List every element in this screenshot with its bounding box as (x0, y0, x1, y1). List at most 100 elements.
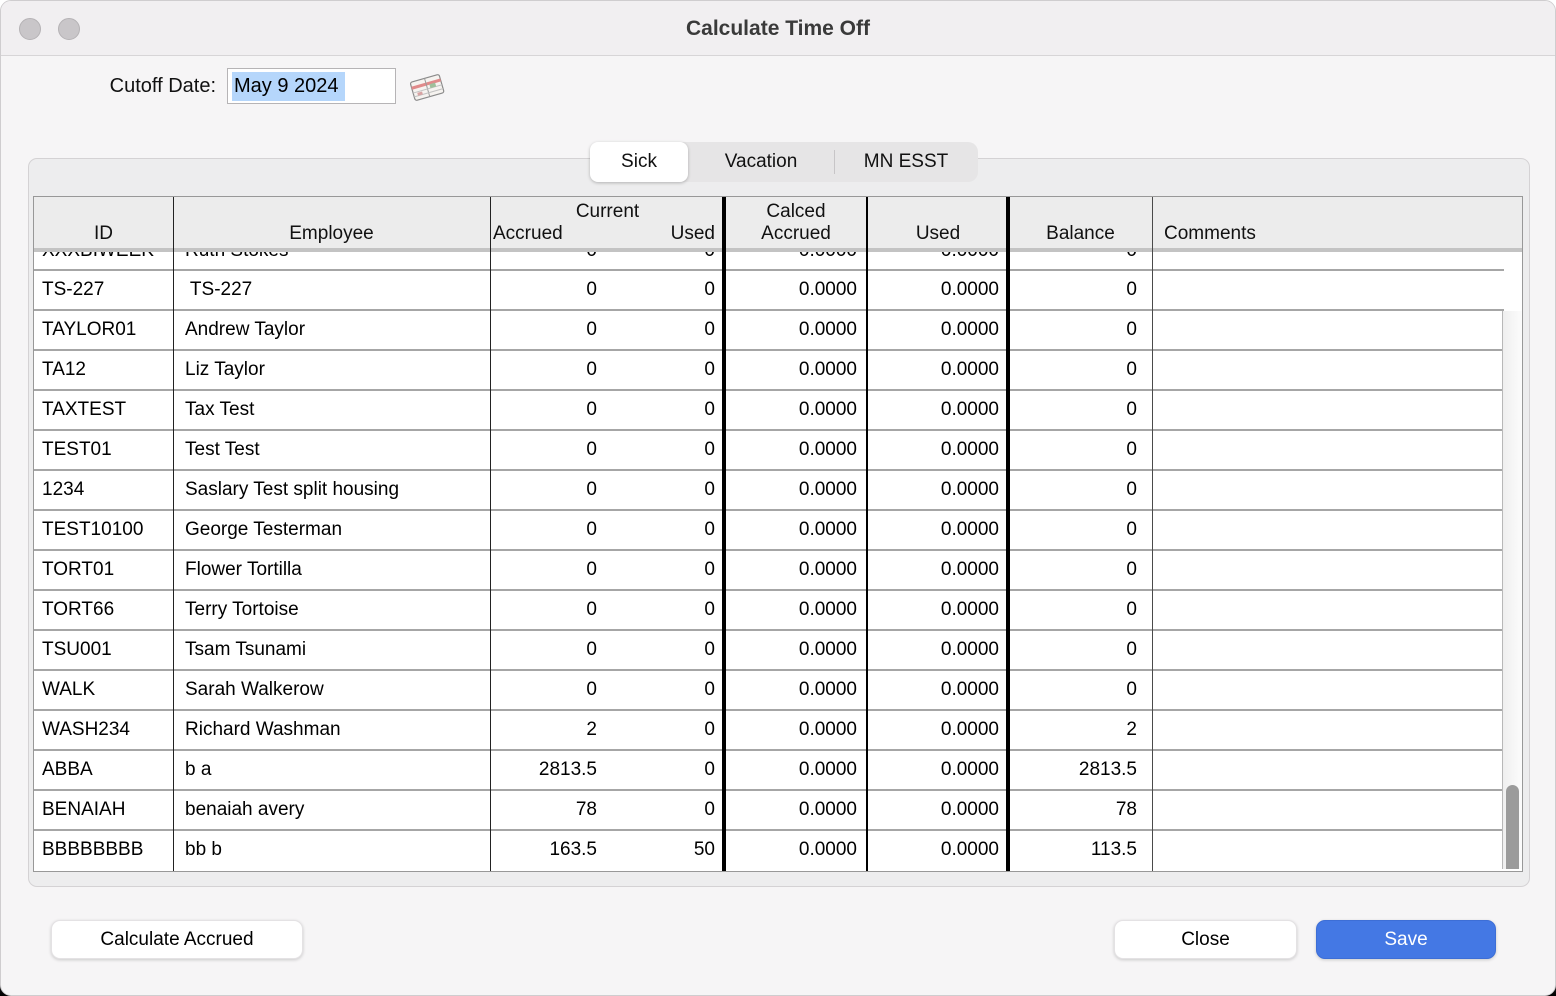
table-row[interactable]: TAXTEST Tax Test 0 0 0.0000 0.0000 0 (34, 389, 1504, 429)
cell-balance: 0 (1126, 559, 1137, 580)
cell-accrued: 2813.5 (538, 759, 597, 780)
cell-calced-accrued[interactable]: 0.0000 (798, 439, 857, 460)
cell-calced-used[interactable]: 0.0000 (940, 639, 999, 660)
cell-calced-accrued[interactable]: 0.0000 (798, 479, 857, 500)
cell-calced-accrued[interactable]: 0.0000 (798, 759, 857, 780)
cell-employee: Richard Washman (185, 719, 341, 740)
cell-id: TSU001 (42, 639, 112, 660)
header-comments: Comments (1164, 223, 1256, 244)
cell-calced-accrued[interactable]: 0.0000 (798, 599, 857, 620)
table-header: ID Employee Current Accrued Used Calced … (34, 197, 1522, 252)
cell-accrued: 0 (586, 279, 597, 300)
cell-employee: Liz Taylor (185, 359, 265, 380)
table-row[interactable]: TAYLOR01 Andrew Taylor 0 0 0.0000 0.0000… (34, 309, 1504, 349)
cell-balance: 0 (1126, 519, 1137, 540)
calculate-accrued-button[interactable]: Calculate Accrued (51, 920, 303, 959)
header-current: Current Accrued Used (490, 197, 725, 252)
cell-calced-used[interactable]: 0.0000 (940, 679, 999, 700)
cell-id: TS-227 (42, 279, 105, 300)
table-row[interactable]: TS-227 TS-227 0 0 0.0000 0.0000 0 (34, 269, 1504, 309)
table-row-partial[interactable]: XXXBIWEEK Ruth Stokes 0 0 0.0000 0.0000 … (34, 252, 1504, 269)
cell-calced-used[interactable]: 0.0000 (940, 719, 999, 740)
cell-calced-used[interactable]: 0.0000 (940, 399, 999, 420)
header-balance: Balance (1046, 223, 1115, 244)
table-row[interactable]: BBBBBBBB bb b 163.5 50 0.0000 0.0000 113… (34, 829, 1504, 869)
table-row[interactable]: TEST01 Test Test 0 0 0.0000 0.0000 0 (34, 429, 1504, 469)
cell-calced-accrued[interactable]: 0.0000 (798, 519, 857, 540)
cell-id: TEST10100 (42, 519, 144, 540)
table-row[interactable]: TSU001 Tsam Tsunami 0 0 0.0000 0.0000 0 (34, 629, 1504, 669)
calendar-icon[interactable] (407, 69, 447, 105)
cell-used: 0 (704, 679, 715, 700)
cell-calced-used[interactable]: 0.0000 (940, 559, 999, 580)
tab-sick[interactable]: Sick (590, 142, 688, 182)
cell-calced-accrued[interactable]: 0.0000 (798, 799, 857, 820)
tab-mn-esst-label: MN ESST (863, 151, 949, 172)
cell-calced-used[interactable]: 0.0000 (940, 759, 999, 780)
cell-calced-accrued[interactable]: 0.0000 (798, 279, 857, 300)
close-button[interactable]: Close (1114, 920, 1297, 959)
cell-accrued: 0 (586, 639, 597, 660)
cell-calced-used[interactable]: 0.0000 (940, 839, 999, 860)
table-row[interactable]: TEST10100 George Testerman 0 0 0.0000 0.… (34, 509, 1504, 549)
table-row[interactable]: ABBA b a 2813.5 0 0.0000 0.0000 2813.5 (34, 749, 1504, 789)
window-close-button[interactable] (19, 18, 41, 40)
cell-used: 0 (704, 559, 715, 580)
header-current-accrued: Accrued (493, 223, 563, 244)
cell-calced-used[interactable]: 0.0000 (940, 319, 999, 340)
cell-calced-accrued[interactable]: 0.0000 (798, 719, 857, 740)
titlebar: Calculate Time Off (1, 1, 1555, 56)
tab-vacation[interactable]: Vacation (724, 151, 798, 172)
cell-balance: 0 (1126, 359, 1137, 380)
cell-calced-used[interactable]: 0.0000 (940, 359, 999, 380)
cell-calced-accrued[interactable]: 0.0000 (725, 252, 867, 262)
cell-calced-used[interactable]: 0.0000 (867, 252, 1009, 262)
vertical-scrollbar[interactable] (1502, 311, 1522, 869)
cell-calced-used[interactable]: 0.0000 (940, 799, 999, 820)
cell-calced-used[interactable]: 0.0000 (940, 599, 999, 620)
header-calced-line1: Calced (766, 201, 826, 222)
cell-calced-accrued[interactable]: 0.0000 (798, 359, 857, 380)
cell-balance: 0 (1126, 639, 1137, 660)
table-row[interactable]: BENAIAH benaiah avery 78 0 0.0000 0.0000… (34, 789, 1504, 829)
table-body: XXXBIWEEK Ruth Stokes 0 0 0.0000 0.0000 … (34, 252, 1522, 869)
tab-mn-esst[interactable]: MN ESST (834, 142, 978, 182)
table-row[interactable]: TORT01 Flower Tortilla 0 0 0.0000 0.0000… (34, 549, 1504, 589)
cell-balance: 0 (1126, 599, 1137, 620)
table-row[interactable]: TORT66 Terry Tortoise 0 0 0.0000 0.0000 … (34, 589, 1504, 629)
cell-accrued: 78 (575, 799, 597, 820)
cell-employee: bb b (185, 839, 222, 860)
window-minimize-button[interactable] (58, 18, 80, 40)
cell-accrued: 0 (586, 439, 597, 460)
cell-calced-accrued[interactable]: 0.0000 (798, 319, 857, 340)
cell-calced-accrued[interactable]: 0.0000 (798, 839, 857, 860)
cell-calced-used[interactable]: 0.0000 (940, 279, 999, 300)
cell-id: WALK (42, 679, 96, 700)
cell-calced-accrued[interactable]: 0.0000 (798, 559, 857, 580)
grid-line (866, 197, 868, 871)
cell-calced-used[interactable]: 0.0000 (940, 479, 999, 500)
header-current-label: Current (575, 201, 640, 222)
header-calced-used: Used (915, 223, 961, 244)
cell-employee: George Testerman (185, 519, 343, 540)
cell-employee: Tax Test (185, 399, 255, 420)
cell-calced-accrued[interactable]: 0.0000 (798, 679, 857, 700)
save-button[interactable]: Save (1316, 920, 1496, 959)
table-row[interactable]: WALK Sarah Walkerow 0 0 0.0000 0.0000 0 (34, 669, 1504, 709)
tab-divider (834, 150, 835, 174)
rows-container: TS-227 TS-227 0 0 0.0000 0.0000 0 TAYLOR… (34, 269, 1522, 869)
cell-accrued: 163.5 (549, 839, 597, 860)
cell-calced-accrued[interactable]: 0.0000 (798, 639, 857, 660)
cell-employee: Ruth Stokes (173, 252, 490, 262)
cell-employee: Tsam Tsunami (185, 639, 307, 660)
table-row[interactable]: WASH234 Richard Washman 2 0 0.0000 0.000… (34, 709, 1504, 749)
cell-calced-accrued[interactable]: 0.0000 (798, 399, 857, 420)
table-row[interactable]: 1234 Saslary Test split housing 0 0 0.00… (34, 469, 1504, 509)
cell-id: TAXTEST (42, 399, 127, 420)
cell-balance: 0 (1009, 252, 1152, 262)
table-row[interactable]: TA12 Liz Taylor 0 0 0.0000 0.0000 0 (34, 349, 1504, 389)
cutoff-date-input[interactable]: May 9 2024 (227, 68, 396, 104)
cell-calced-used[interactable]: 0.0000 (940, 439, 999, 460)
scrollbar-thumb[interactable] (1506, 785, 1519, 869)
cell-calced-used[interactable]: 0.0000 (940, 519, 999, 540)
